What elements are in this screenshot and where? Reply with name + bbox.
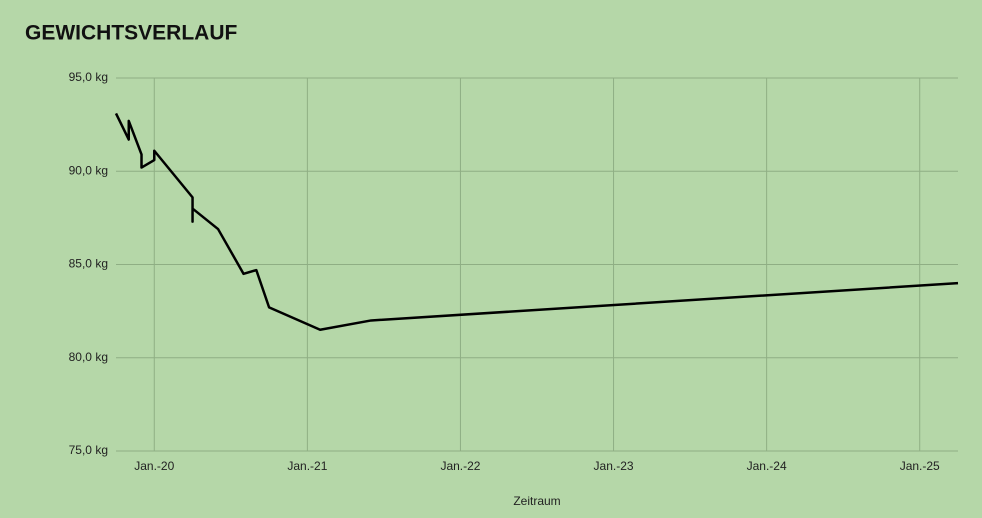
chart-title: GEWICHTSVERLAUF	[25, 22, 238, 45]
x-tick-label: Jan.-21	[287, 459, 327, 473]
y-tick-label: 95,0 kg	[69, 70, 108, 84]
x-tick-label: Jan.-23	[594, 459, 634, 473]
y-tick-label: 75,0 kg	[69, 443, 108, 457]
x-tick-label: Jan.-22	[440, 459, 480, 473]
y-tick-label: 80,0 kg	[69, 350, 108, 364]
y-tick-label: 90,0 kg	[69, 163, 108, 177]
x-tick-label: Jan.-20	[134, 459, 174, 473]
x-tick-label: Jan.-24	[747, 459, 787, 473]
x-tick-label: Jan.-25	[900, 459, 940, 473]
x-axis-label: Zeitraum	[513, 494, 560, 508]
line	[114, 112, 959, 332]
y-tick-label: 85,0 kg	[69, 257, 108, 271]
